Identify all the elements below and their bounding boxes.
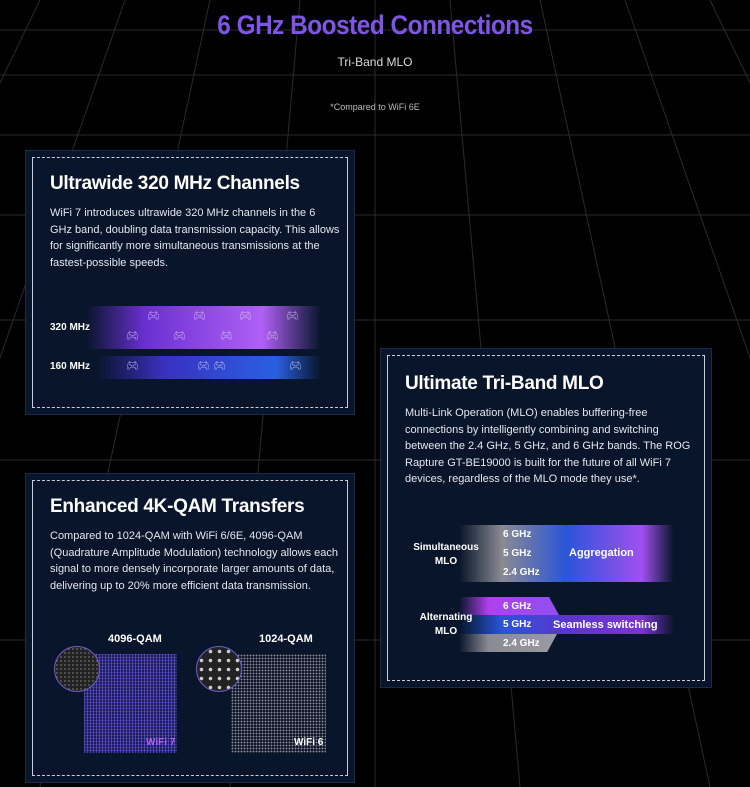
page-subtitle: Tri-Band MLO [337,55,413,69]
zoom-lens-4096 [54,646,100,692]
band-5ghz: 5 GHz [503,619,532,630]
card-title: Enhanced 4K-QAM Transfers [50,496,305,517]
wifi6-tag: WiFi 6 [294,737,324,748]
card-frame [387,355,705,681]
card-body: WiFi 7 introduces ultrawide 320 MHz chan… [50,207,340,269]
seamless-switching-label: Seamless switching [553,619,658,631]
alt-5ghz-bar [459,615,674,634]
card-title: Ultrawide 320 MHz Channels [50,173,300,194]
gamepad-icon: 🎮︎ [289,361,302,372]
simultaneous-mlo-label: Simultaneous MLO [413,542,479,567]
zoom-lens-1024 [196,646,242,692]
label-160mhz: 160 MHz [50,361,91,372]
band-2-4ghz: 2.4 GHz [503,567,540,578]
bar-320mhz [86,306,321,349]
qam-1024-grid [231,654,326,753]
gamepad-icon: 🎮︎ [213,361,226,372]
card-4k-qam: Enhanced 4K-QAM Transfers Compared to 10… [25,473,355,783]
alternating-mlo-label: Alternating MLO [419,612,473,637]
gamepad-icon: 🎮︎ [173,331,186,342]
card-tri-band-mlo: Ultimate Tri-Band MLO Multi-Link Operati… [380,348,712,688]
card-frame [32,480,348,776]
alt-6ghz-bar [459,597,559,615]
qam-1024-label: 1024-QAM [259,633,313,645]
gamepad-icon: 🎮︎ [197,361,210,372]
gamepad-icon: 🎮︎ [220,331,233,342]
aggregation-label: Aggregation [569,547,634,559]
page-title: 6 GHz Boosted Connections [217,10,533,40]
wifi7-tag: WiFi 7 [146,737,176,748]
simultaneous-bar [459,525,674,582]
band-5ghz: 5 GHz [503,548,532,559]
card-title: Ultimate Tri-Band MLO [405,373,604,394]
gamepad-icon: 🎮︎ [126,361,139,372]
card-320mhz: Ultrawide 320 MHz Channels WiFi 7 introd… [25,150,355,415]
band-6ghz: 6 GHz [503,601,532,612]
label-320mhz: 320 MHz [50,322,91,333]
alt-2-4ghz-bar [459,634,557,652]
card-frame [32,157,348,408]
qam-4096-label: 4096-QAM [108,633,162,645]
bar-160mhz [96,356,321,379]
band-6ghz: 6 GHz [503,529,532,540]
gamepad-icon: 🎮︎ [126,331,139,342]
card-body: Multi-Link Operation (MLO) enables buffe… [405,407,691,485]
gamepad-icon: 🎮︎ [266,331,279,342]
band-2-4ghz: 2.4 GHz [503,638,540,649]
gamepad-icon: 🎮︎ [286,311,299,322]
card-body: Compared to 1024-QAM with WiFi 6/6E, 409… [50,530,338,592]
footnote: *Compared to WiFi 6E [330,102,420,112]
gamepad-icon: 🎮︎ [239,311,252,322]
gamepad-icon: 🎮︎ [147,311,160,322]
gamepad-icon: 🎮︎ [193,311,206,322]
